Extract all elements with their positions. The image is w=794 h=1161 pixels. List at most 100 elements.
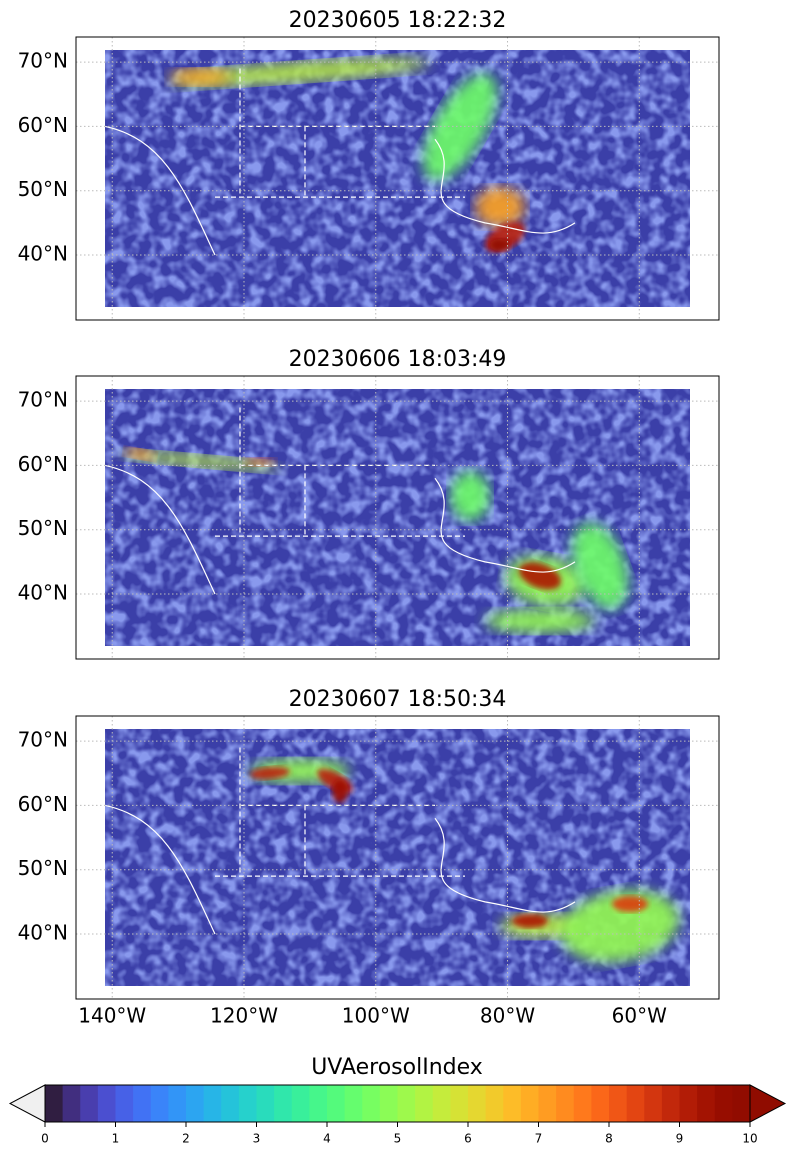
colorbar-segment	[609, 1085, 628, 1122]
y-tick-label: 50°N	[18, 856, 68, 880]
plume	[560, 889, 680, 963]
colorbar-tick-label: 8	[605, 1132, 613, 1146]
colorbar-segment	[291, 1085, 310, 1122]
x-tick-label: 100°W	[342, 1004, 410, 1028]
y-tick-label: 50°N	[18, 177, 68, 201]
map-panel: 20230607 18:50:34 40°N 50°N 60°N 70°N 140°W 12…	[18, 687, 720, 1028]
colorbar-segment	[115, 1085, 134, 1122]
plume	[571, 522, 629, 610]
colorbar-segment	[697, 1085, 716, 1122]
colorbar-segment	[415, 1085, 434, 1122]
colorbar-segment	[379, 1085, 398, 1122]
y-tick-label: 40°N	[18, 581, 68, 605]
data-field	[105, 389, 690, 646]
colorbar-segment	[62, 1085, 81, 1122]
colorbar-tick-label: 1	[112, 1132, 120, 1146]
y-tick-label: 60°N	[18, 113, 68, 137]
plume	[250, 766, 290, 780]
plume	[170, 58, 430, 86]
field-texture	[105, 50, 690, 307]
colorbar-segment	[468, 1085, 487, 1122]
colorbar-segment	[45, 1085, 64, 1122]
plume	[475, 187, 525, 227]
x-tick-label: 120°W	[210, 1004, 278, 1028]
colorbar-segment	[626, 1085, 645, 1122]
data-field	[105, 729, 690, 986]
x-tick-label: 140°W	[78, 1004, 146, 1028]
plume	[170, 69, 230, 85]
colorbar-segment	[238, 1085, 257, 1122]
colorbar-segment	[520, 1085, 539, 1122]
panel-title: 20230606 18:03:49	[289, 347, 507, 372]
colorbar-segment	[538, 1085, 557, 1122]
colorbar-segment	[450, 1085, 469, 1122]
colorbar-segment	[256, 1085, 275, 1122]
colorbar-tick-label: 5	[394, 1132, 402, 1146]
coast	[105, 125, 576, 256]
colorbar-tick-label: 3	[253, 1132, 261, 1146]
plume	[512, 914, 548, 928]
y-tick-label: 60°N	[18, 792, 68, 816]
colorbar-tick-label: 7	[535, 1132, 543, 1146]
colorbar-segment	[679, 1085, 698, 1122]
axes-frame	[75, 715, 720, 1000]
plume	[612, 896, 648, 912]
colorbar-segment	[556, 1085, 575, 1122]
colorbar-segment	[344, 1085, 363, 1122]
colorbar-segment	[168, 1085, 187, 1122]
plume	[332, 779, 348, 803]
colorbar-segment	[591, 1085, 610, 1122]
colorbar-tick-label: 2	[182, 1132, 190, 1146]
extend-low	[8, 1084, 46, 1123]
x-tick-label: 80°W	[480, 1004, 535, 1028]
colorbar-segment	[203, 1085, 222, 1122]
axes-frame	[75, 36, 720, 321]
colorbar-segment	[186, 1085, 205, 1122]
colorbar-tick-label: 9	[676, 1132, 684, 1146]
panel-title: 20230607 18:50:34	[289, 687, 507, 712]
colorbar-segment	[309, 1085, 328, 1122]
plume	[450, 471, 490, 521]
plume	[125, 448, 155, 460]
plume	[245, 458, 275, 466]
x-tick-label: 60°W	[612, 1004, 667, 1028]
colorbar-tick-label: 0	[41, 1132, 49, 1146]
colorbar-segment	[97, 1085, 116, 1122]
colorbar-segment	[503, 1085, 522, 1122]
y-tick-label: 70°N	[18, 728, 68, 752]
colorbar-tick-label: 10	[742, 1132, 757, 1146]
colorbar-segment	[573, 1085, 592, 1122]
coast	[105, 464, 576, 595]
field-texture	[105, 389, 690, 646]
colorbar-segment	[714, 1085, 733, 1122]
y-tick-label: 40°N	[18, 921, 68, 945]
colorbar-segment	[150, 1085, 169, 1122]
plume	[485, 609, 595, 633]
y-tick-label: 60°N	[18, 452, 68, 476]
colorbar-segment	[133, 1085, 152, 1122]
map-panel: 20230606 18:03:49 40°N 50°N 60°N 70°N	[18, 347, 720, 660]
colorbar-segment	[661, 1085, 680, 1122]
colorbar-segment	[274, 1085, 293, 1122]
colorbar-segment	[221, 1085, 240, 1122]
extend-high	[749, 1084, 787, 1123]
y-tick-label: 40°N	[18, 242, 68, 266]
colorbar-tick-label: 4	[323, 1132, 331, 1146]
coast	[105, 804, 576, 935]
axes-frame	[75, 375, 720, 660]
colorbar-segment	[732, 1085, 751, 1122]
y-tick-label: 70°N	[18, 49, 68, 73]
colorbar-segment	[432, 1085, 451, 1122]
colorbar-segment	[485, 1085, 504, 1122]
y-tick-label: 70°N	[18, 388, 68, 412]
map-panel: 20230605 18:22:32 40°N 50°N 60°N 70°N	[18, 8, 720, 321]
y-tick-label: 50°N	[18, 516, 68, 540]
colorbar-segment	[644, 1085, 663, 1122]
colorbar-tick-label: 6	[464, 1132, 472, 1146]
colorbar-label: UVAerosolIndex	[311, 1055, 483, 1080]
colorbar-segment	[80, 1085, 99, 1122]
plume	[518, 562, 562, 590]
colorbar-segment	[397, 1085, 416, 1122]
plume	[423, 73, 497, 181]
